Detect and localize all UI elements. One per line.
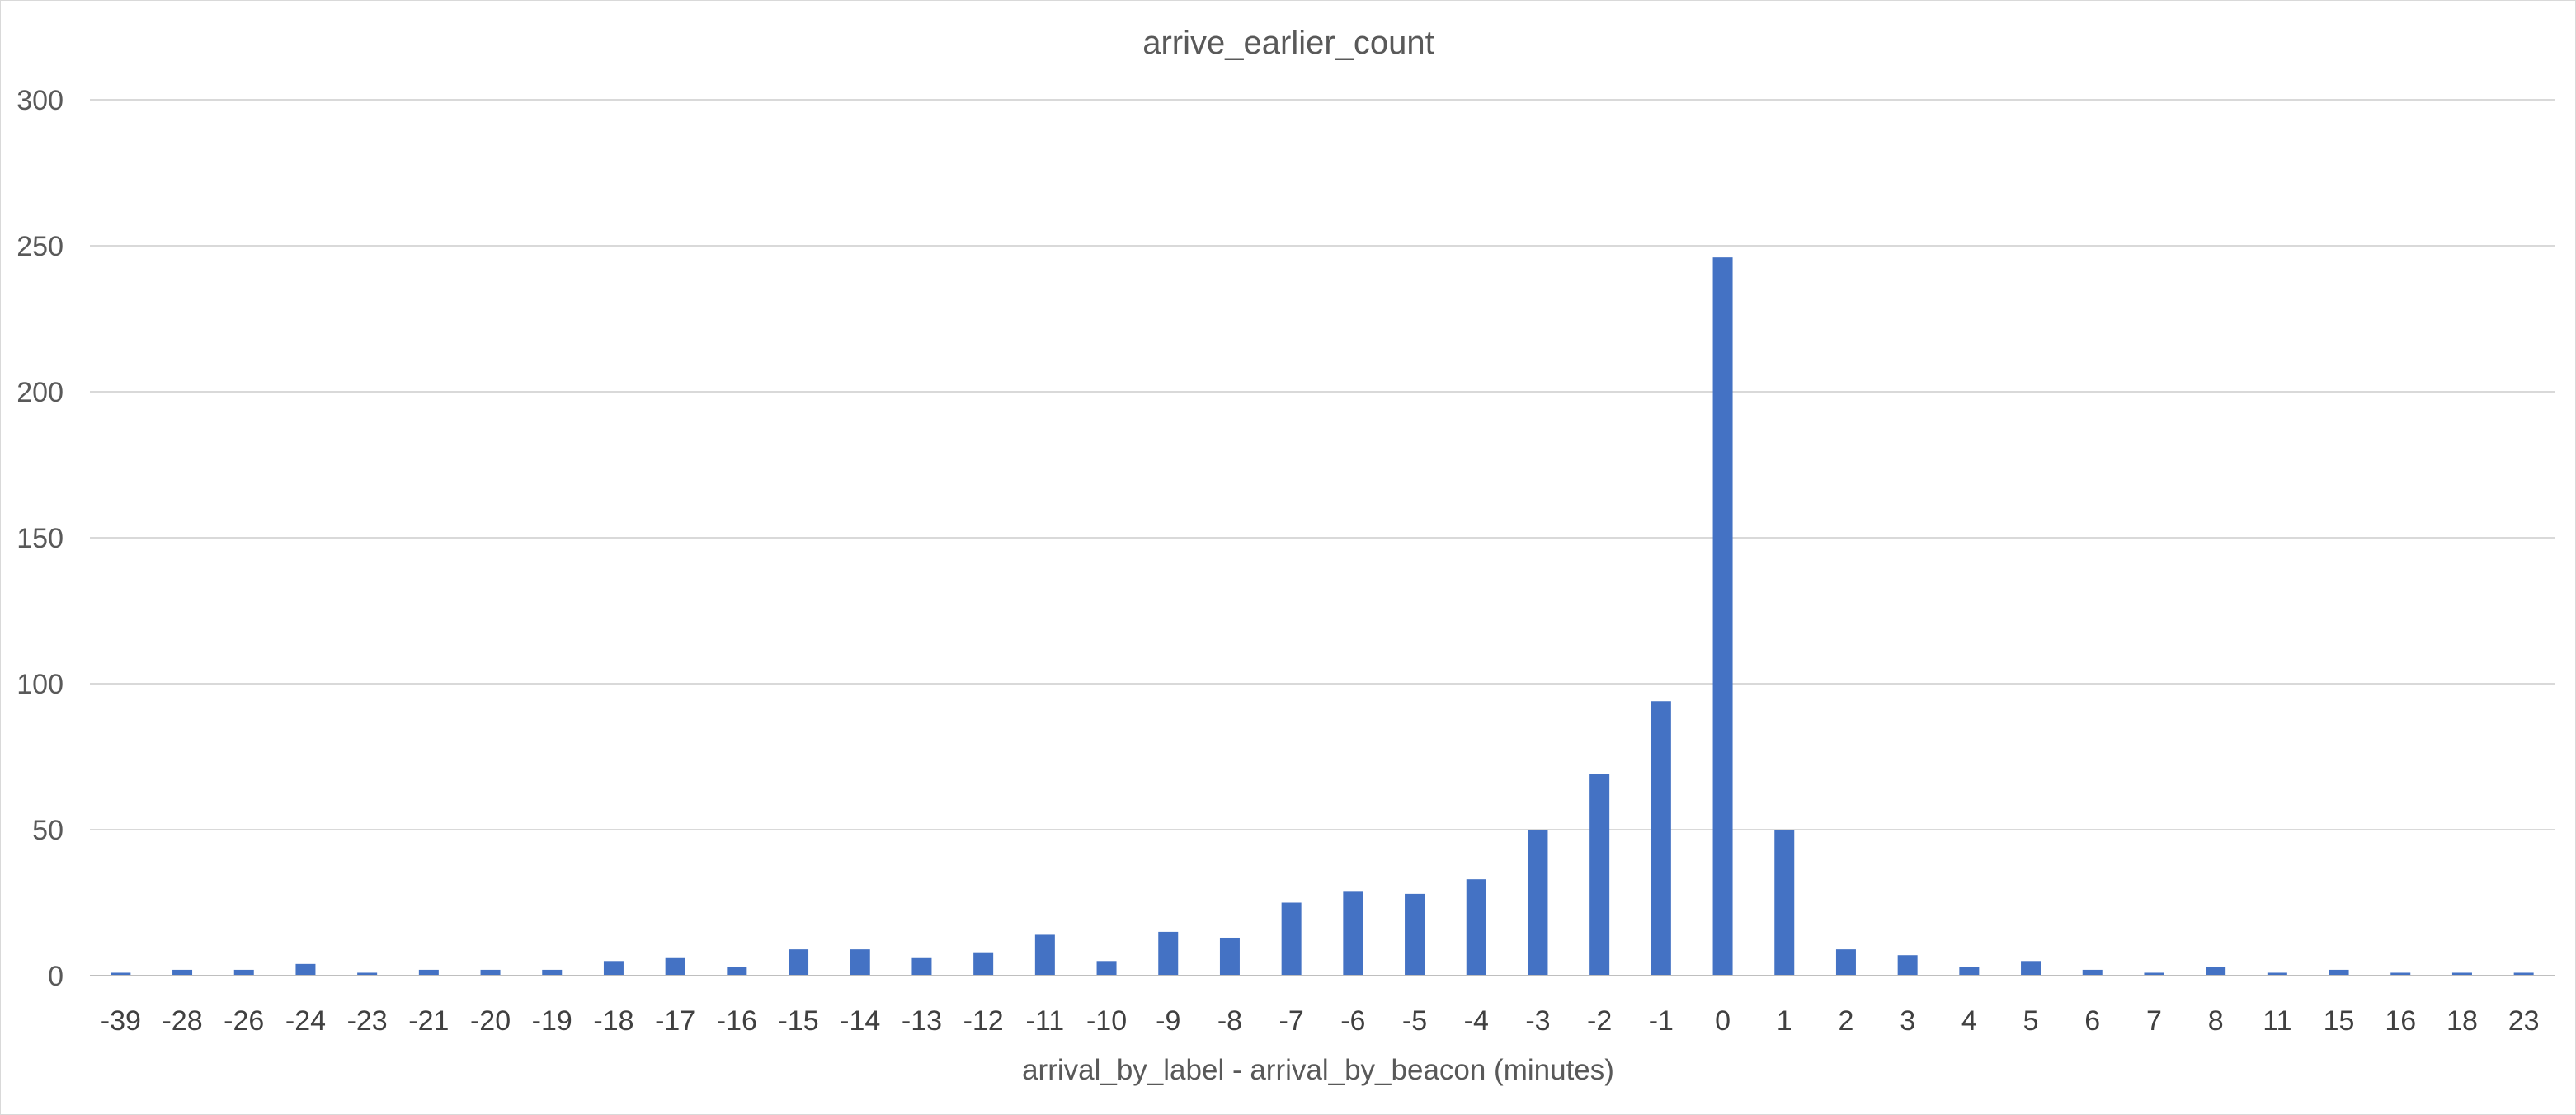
x-tick-label: -4 [1464,1005,1489,1037]
bar [111,972,131,976]
x-tick-label: -15 [778,1005,818,1037]
bar [1219,937,1240,976]
bar [603,961,624,976]
x-tick-label: 1 [1777,1005,1792,1037]
x-tick-label: -28 [162,1005,202,1037]
y-tick-label: 50 [32,815,64,846]
x-tick-label: -17 [655,1005,695,1037]
x-tick-label: 2 [1838,1005,1853,1037]
bar [295,963,316,976]
x-tick-label: -14 [840,1005,880,1037]
x-axis-ticks: -39 -28 -26 -24 -23 -21 -20 -19 -18 -17 -16 -15 -14-… [101,1005,2540,1037]
x-tick-label: -21 [408,1005,449,1037]
bars [111,257,2534,976]
x-tick-label: -2 [1587,1005,1612,1037]
x-tick-label: 16 [2385,1005,2416,1037]
bar [1158,931,1179,976]
bar [418,969,439,976]
bar [1281,902,1302,976]
y-tick-label: 250 [16,231,64,262]
x-tick-label: -13 [902,1005,942,1037]
y-tick-label: 300 [16,85,64,116]
x-tick-label: 15 [2324,1005,2355,1037]
bar [1712,257,1733,976]
bar [1528,830,1548,976]
x-tick-label: 4 [1961,1005,1977,1037]
bar [2451,972,2472,976]
bar [2513,972,2534,976]
bar [2021,961,2041,976]
x-tick-label: 18 [2446,1005,2478,1037]
x-axis-title: arrival_by_label - arrival_by_beacon (mi… [1022,1054,1614,1086]
x-tick-label: -26 [224,1005,264,1037]
bar [172,969,193,976]
x-tick-label: 7 [2146,1005,2162,1037]
bar [1959,967,1980,976]
x-tick-label: 5 [2023,1005,2039,1037]
y-tick-label: 200 [16,377,64,408]
y-tick-label: 100 [16,669,64,700]
bar [2206,967,2226,976]
x-tick-label: -20 [470,1005,511,1037]
x-tick-label: -39 [101,1005,141,1037]
bar [1466,879,1486,976]
x-tick-label: -12 [963,1005,1004,1037]
x-tick-label: -18 [593,1005,633,1037]
x-tick-label: -11 [1026,1005,1065,1037]
x-tick-label: -7 [1279,1005,1304,1037]
x-tick-label: -16 [717,1005,757,1037]
bar [1897,955,1918,976]
x-tick-label: -3 [1525,1005,1550,1037]
bar [2329,969,2349,976]
x-tick-label: -9 [1156,1005,1180,1037]
y-tick-label: 0 [48,961,64,992]
gridlines [90,99,2555,830]
y-axis-ticks: 0 50 100 150 200 250 300 [16,85,64,992]
x-tick-label: -10 [1086,1005,1127,1037]
x-tick-label: 6 [2084,1005,2100,1037]
bar [727,967,747,976]
bar [1343,891,1363,976]
x-tick-label: 11 [2263,1005,2291,1037]
bar [1034,934,1055,976]
bar [1405,893,1425,976]
x-tick-label: 8 [2208,1005,2224,1037]
x-tick-label: -24 [285,1005,326,1037]
x-tick-label: -23 [347,1005,388,1037]
bar [1589,774,1610,976]
x-tick-label: -1 [1649,1005,1674,1037]
bar [233,969,254,976]
x-tick-label: -6 [1340,1005,1365,1037]
bar [2390,972,2411,976]
bar [2082,969,2103,976]
bar [1774,830,1795,976]
x-tick-label: -5 [1402,1005,1427,1037]
x-tick-label: 0 [1715,1005,1731,1037]
x-tick-label: 23 [2508,1005,2540,1037]
y-tick-label: 150 [16,523,64,554]
bar [1096,961,1117,976]
bar [2267,972,2287,976]
bar [911,957,932,976]
bar [850,949,870,976]
bar [665,957,685,976]
chart-title: arrive_earlier_count [1142,25,1434,61]
bar [789,949,809,976]
bar [480,969,501,976]
x-tick-label: -19 [532,1005,572,1037]
bar [542,969,563,976]
bar [357,972,378,976]
bar [1651,701,1671,976]
bar [1835,949,1856,976]
bar [973,952,994,976]
x-tick-label: -8 [1217,1005,1242,1037]
bar [2144,972,2164,976]
x-tick-label: 3 [1900,1005,1915,1037]
